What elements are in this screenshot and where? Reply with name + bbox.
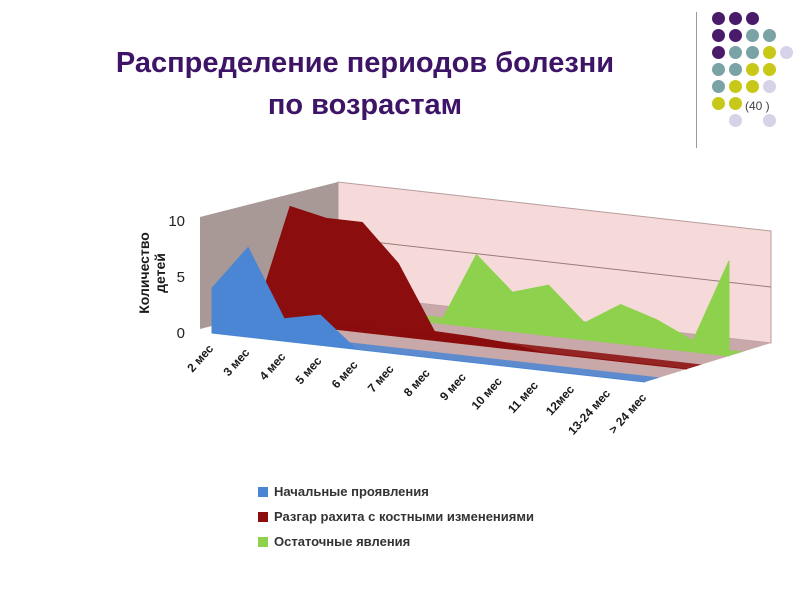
series-base-ribbon-1 xyxy=(254,315,702,369)
decorative-dot xyxy=(712,12,725,25)
y-tick-label: 5 xyxy=(177,269,185,286)
x-tick-label: 6 мес xyxy=(329,358,361,391)
page-number: (40 ) xyxy=(745,99,770,113)
x-tick-label: 3 мес xyxy=(220,345,252,378)
slide-title-line-2: по возрастам xyxy=(267,89,463,121)
x-tick-label: 8 мес xyxy=(401,366,433,399)
legend-item-residual: Остаточные явления xyxy=(258,532,534,557)
decorative-dot xyxy=(763,80,776,93)
legend-swatch-initial xyxy=(258,487,268,497)
x-tick-label: 4 мес xyxy=(257,350,289,383)
y-tick-label: 10 xyxy=(168,213,185,230)
chart-gridline xyxy=(337,237,772,288)
chart-legend: Начальные проявления Разгар рахита с кос… xyxy=(258,482,534,557)
decorative-dot xyxy=(712,80,725,93)
x-tick-label: 10 мес xyxy=(469,374,506,412)
decorative-dot xyxy=(712,63,725,76)
series-base-ribbon-0 xyxy=(212,328,660,382)
decorative-dot xyxy=(729,114,742,127)
decorative-dot xyxy=(746,12,759,25)
legend-item-initial: Начальные проявления xyxy=(258,482,534,507)
x-tick-label: 7 мес xyxy=(365,362,397,395)
decorative-dot xyxy=(746,46,759,59)
decorative-dot xyxy=(729,46,742,59)
decorative-dot xyxy=(712,29,725,42)
legend-swatch-residual xyxy=(258,537,268,547)
x-tick-label: > 24 мес xyxy=(606,390,649,436)
decorative-dot xyxy=(763,46,776,59)
decorative-dot xyxy=(729,80,742,93)
x-tick-label: 9 мес xyxy=(437,370,469,403)
decorative-dot xyxy=(763,114,776,127)
legend-label-initial: Начальные проявления xyxy=(274,484,429,499)
decorative-dot xyxy=(746,63,759,76)
decorative-dot xyxy=(763,29,776,42)
legend-swatch-peak xyxy=(258,512,268,522)
x-tick-label: 2 мес xyxy=(184,341,216,374)
decorative-dot xyxy=(746,80,759,93)
decorative-divider xyxy=(696,12,697,148)
decorative-dot xyxy=(746,29,759,42)
y-axis-title: Количество детей xyxy=(136,232,168,314)
x-tick-label: 12мес xyxy=(543,382,577,418)
decorative-dot xyxy=(780,46,793,59)
decorative-dot xyxy=(729,29,742,42)
legend-label-peak: Разгар рахита с костными изменениями xyxy=(274,509,534,524)
decorative-dot xyxy=(729,12,742,25)
y-tick-label: 0 xyxy=(177,325,185,342)
decorative-dot xyxy=(712,97,725,110)
decorative-dot xyxy=(712,46,725,59)
decorative-dot xyxy=(763,63,776,76)
slide-title: Распределение периодов болезни по возрас… xyxy=(40,42,690,126)
decorative-dot xyxy=(729,63,742,76)
legend-item-peak: Разгар рахита с костными изменениями xyxy=(258,507,534,532)
x-tick-label: 5 мес xyxy=(293,354,325,387)
slide-title-line-1: Распределение периодов болезни xyxy=(115,47,615,79)
legend-label-residual: Остаточные явления xyxy=(274,534,411,549)
x-tick-label: 11 мес xyxy=(505,378,541,416)
decorative-dot xyxy=(729,97,742,110)
